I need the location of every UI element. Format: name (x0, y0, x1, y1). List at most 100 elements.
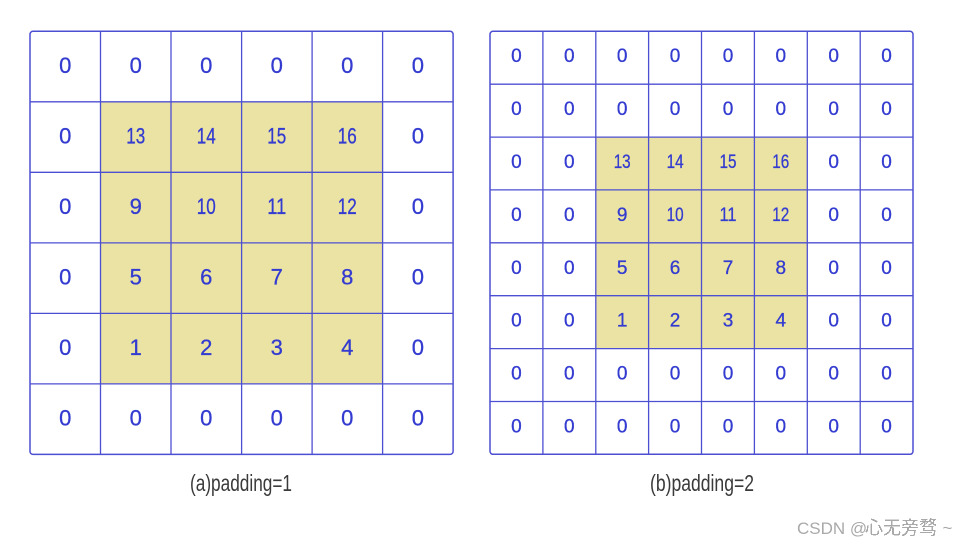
svg-text:0: 0 (670, 99, 681, 120)
svg-text:0: 0 (412, 406, 424, 431)
svg-text:0: 0 (412, 335, 424, 360)
svg-text:4: 4 (341, 335, 353, 360)
svg-text:0: 0 (59, 406, 71, 431)
svg-text:3: 3 (271, 335, 283, 360)
svg-text:0: 0 (59, 265, 71, 290)
svg-text:0: 0 (59, 124, 71, 149)
svg-text:0: 0 (511, 311, 522, 332)
svg-text:12: 12 (338, 194, 357, 219)
svg-text:8: 8 (776, 258, 787, 279)
svg-text:0: 0 (776, 416, 787, 437)
svg-text:10: 10 (197, 194, 216, 219)
svg-text:0: 0 (723, 364, 734, 385)
svg-text:(b)padding=2: (b)padding=2 (650, 470, 754, 496)
svg-text:6: 6 (670, 258, 681, 279)
svg-text:0: 0 (881, 205, 892, 226)
svg-text:0: 0 (881, 99, 892, 120)
svg-text:0: 0 (617, 364, 628, 385)
svg-text:3: 3 (723, 311, 734, 332)
svg-text:0: 0 (511, 205, 522, 226)
svg-text:8: 8 (341, 265, 353, 290)
svg-text:0: 0 (59, 335, 71, 360)
svg-text:0: 0 (670, 416, 681, 437)
svg-text:(a)padding=1: (a)padding=1 (190, 470, 292, 496)
svg-text:0: 0 (828, 311, 839, 332)
svg-text:0: 0 (564, 205, 575, 226)
svg-text:0: 0 (564, 258, 575, 279)
svg-text:0: 0 (511, 152, 522, 173)
svg-text:0: 0 (881, 152, 892, 173)
svg-text:0: 0 (617, 416, 628, 437)
svg-text:13: 13 (126, 124, 145, 149)
svg-text:0: 0 (564, 46, 575, 67)
svg-text:0: 0 (723, 46, 734, 67)
svg-text:11: 11 (720, 205, 737, 226)
svg-text:0: 0 (511, 46, 522, 67)
svg-text:0: 0 (412, 53, 424, 78)
svg-text:0: 0 (412, 265, 424, 290)
svg-text:1: 1 (617, 311, 628, 332)
svg-text:2: 2 (670, 311, 681, 332)
svg-text:13: 13 (614, 152, 631, 173)
svg-text:0: 0 (881, 311, 892, 332)
svg-text:CSDN @: CSDN @ (798, 520, 868, 539)
svg-text:14: 14 (667, 152, 684, 173)
svg-text:0: 0 (130, 53, 142, 78)
svg-text:9: 9 (617, 205, 628, 226)
svg-text:0: 0 (564, 99, 575, 120)
svg-text:0: 0 (828, 364, 839, 385)
svg-text:~: ~ (943, 519, 953, 538)
svg-text:0: 0 (881, 258, 892, 279)
svg-text:0: 0 (776, 46, 787, 67)
svg-text:5: 5 (130, 265, 142, 290)
svg-text:0: 0 (564, 416, 575, 437)
svg-text:0: 0 (564, 364, 575, 385)
svg-text:0: 0 (828, 416, 839, 437)
svg-text:0: 0 (511, 99, 522, 120)
svg-text:0: 0 (59, 194, 71, 219)
svg-text:0: 0 (511, 364, 522, 385)
svg-text:0: 0 (670, 364, 681, 385)
svg-text:0: 0 (564, 311, 575, 332)
svg-text:2: 2 (200, 335, 212, 360)
svg-text:4: 4 (776, 311, 787, 332)
svg-text:0: 0 (200, 53, 212, 78)
svg-text:16: 16 (772, 152, 789, 173)
svg-text:0: 0 (776, 364, 787, 385)
svg-text:0: 0 (828, 258, 839, 279)
svg-text:0: 0 (776, 99, 787, 120)
svg-text:0: 0 (670, 46, 681, 67)
svg-text:0: 0 (617, 46, 628, 67)
svg-text:0: 0 (881, 416, 892, 437)
svg-text:0: 0 (271, 53, 283, 78)
svg-text:0: 0 (828, 46, 839, 67)
svg-text:7: 7 (271, 265, 283, 290)
svg-text:15: 15 (720, 152, 737, 173)
svg-text:0: 0 (828, 99, 839, 120)
svg-text:CSDN @: CSDN @ (797, 519, 867, 538)
svg-text:0: 0 (412, 124, 424, 149)
svg-text:~: ~ (944, 520, 954, 539)
svg-text:11: 11 (267, 194, 286, 219)
svg-text:0: 0 (723, 416, 734, 437)
svg-text:1: 1 (130, 335, 142, 360)
svg-text:0: 0 (617, 99, 628, 120)
svg-text:9: 9 (130, 194, 142, 219)
svg-text:0: 0 (511, 416, 522, 437)
svg-text:0: 0 (881, 364, 892, 385)
svg-text:10: 10 (667, 205, 684, 226)
svg-text:7: 7 (723, 258, 734, 279)
svg-text:0: 0 (564, 152, 575, 173)
svg-text:15: 15 (267, 124, 286, 149)
svg-text:0: 0 (723, 99, 734, 120)
svg-text:14: 14 (197, 124, 216, 149)
svg-text:0: 0 (271, 406, 283, 431)
svg-text:0: 0 (200, 406, 212, 431)
svg-text:12: 12 (772, 205, 789, 226)
svg-text:0: 0 (130, 406, 142, 431)
svg-text:0: 0 (828, 205, 839, 226)
svg-text:0: 0 (341, 406, 353, 431)
svg-text:0: 0 (59, 53, 71, 78)
svg-text:0: 0 (511, 258, 522, 279)
svg-text:0: 0 (341, 53, 353, 78)
